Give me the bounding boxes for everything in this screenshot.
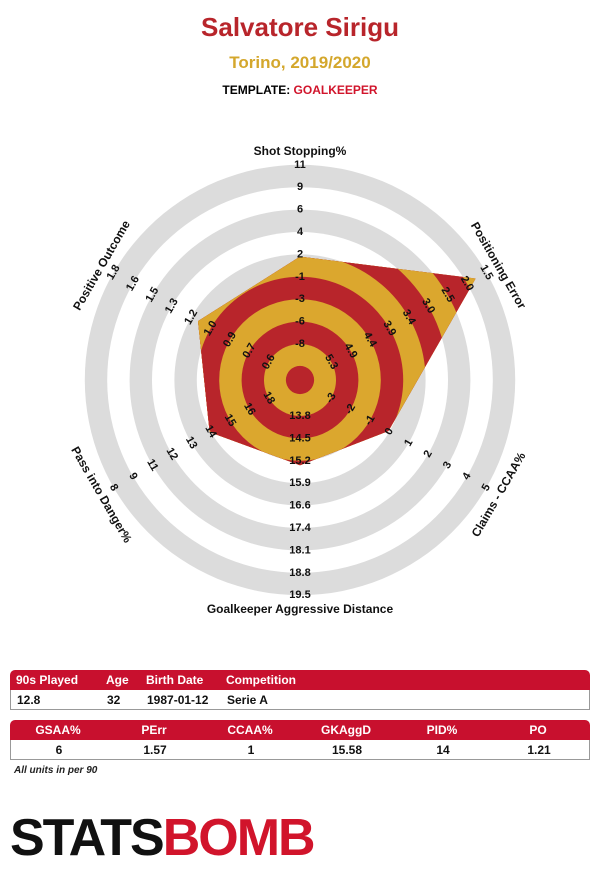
stats-header-ccaa: CCAA% xyxy=(227,723,273,737)
axis-tick-label: 15 xyxy=(222,412,239,429)
axis-tick-label: 16.6 xyxy=(289,500,310,512)
axis-tick-label: 11 xyxy=(294,159,306,171)
profile-table: 90s Played Age Birth Date Competition 12… xyxy=(10,670,590,710)
stats-value-po: 1.21 xyxy=(527,743,551,757)
axis-tick-label: -1 xyxy=(295,271,305,283)
template-value: GOALKEEPER xyxy=(293,83,378,97)
logo-part-stats: STATS xyxy=(10,809,165,867)
profile-value-age: 32 xyxy=(107,693,121,707)
axis-tick-label: 2 xyxy=(297,248,303,260)
stats-table-header: GSAA% PErr CCAA% GKAggD PID% PO xyxy=(10,720,590,740)
axis-tick-label: 3 xyxy=(441,460,454,471)
axis-tick-label: 16 xyxy=(241,401,258,418)
stats-value-pid: 14 xyxy=(436,743,450,757)
stats-value-perr: 1.57 xyxy=(143,743,167,757)
profile-header-age: Age xyxy=(106,673,129,687)
profile-header-competition: Competition xyxy=(226,673,296,687)
stats-header-perr: PErr xyxy=(141,723,167,737)
team-season: Torino, 2019/2020 xyxy=(229,53,371,72)
axis-tick-label: 15.9 xyxy=(289,477,310,489)
profile-table-header: 90s Played Age Birth Date Competition xyxy=(10,670,590,690)
axis-tick-label: 9 xyxy=(126,471,139,482)
axis-tick-label: 11 xyxy=(144,457,160,473)
axis-tick-label: 0 xyxy=(383,426,396,437)
axis-tick-label: 1 xyxy=(402,437,415,448)
logo-part-bomb: BOMB xyxy=(162,809,316,867)
axis-tick-label: 13.8 xyxy=(289,410,310,422)
stats-header-po: PO xyxy=(529,723,547,737)
stats-value-gsaa: 6 xyxy=(55,743,63,757)
player-name: Salvatore Sirigu xyxy=(201,12,399,42)
stats-header-gkaggd: GKAggD xyxy=(321,723,371,737)
profile-header-90s: 90s Played xyxy=(16,673,79,687)
axis-tick-label: 17.4 xyxy=(289,522,311,534)
axis-tick-label: 8 xyxy=(107,482,120,493)
axis-tick-label: 19.5 xyxy=(289,589,310,601)
axis-title: Goalkeeper Aggressive Distance xyxy=(207,602,394,616)
axis-tick-label: 5 xyxy=(480,482,493,493)
stats-value-gkaggd: 15.58 xyxy=(331,743,363,757)
axis-tick-label: -3 xyxy=(295,293,305,305)
statsbomb-logo: STATSBOMB xyxy=(10,808,316,868)
profile-table-row: 12.8 32 1987-01-12 Serie A xyxy=(10,690,590,710)
profile-value-birth-date: 1987-01-12 xyxy=(147,693,209,707)
axis-tick-label: 14.5 xyxy=(289,432,310,444)
template-label: TEMPLATE: xyxy=(222,83,291,97)
profile-header-birth-date: Birth Date xyxy=(146,673,204,687)
axis-tick-label: 18.1 xyxy=(289,544,310,556)
profile-value-competition: Serie A xyxy=(227,693,268,707)
axis-tick-label: 6 xyxy=(297,204,303,216)
axis-tick-label: -6 xyxy=(295,316,305,328)
stats-header-pid: PID% xyxy=(426,723,458,737)
axis-tick-label: 12 xyxy=(164,446,181,463)
axis-tick-label: 9 xyxy=(297,181,303,193)
axis-tick-label: 4 xyxy=(297,226,304,238)
axis-tick-label: 13 xyxy=(183,434,200,451)
profile-value-90s: 12.8 xyxy=(17,693,41,707)
template-line: TEMPLATE: GOALKEEPER xyxy=(0,83,600,97)
polygon-core xyxy=(285,365,315,395)
units-footnote: All units in per 90 xyxy=(14,765,98,776)
stats-header-gsaa: GSAA% xyxy=(35,723,81,737)
axis-tick-label: 2 xyxy=(421,448,434,459)
axis-tick-label: 18 xyxy=(261,390,278,407)
stats-value-ccaa: 1 xyxy=(247,743,255,757)
axis-tick-label: -8 xyxy=(295,338,305,350)
axis-tick-label: 15.2 xyxy=(289,455,310,467)
axis-title: Shot Stopping% xyxy=(254,144,347,158)
stats-table-row: 6 1.57 1 15.58 14 1.21 xyxy=(10,740,590,760)
stats-table: GSAA% PErr CCAA% GKAggD PID% PO 6 1.57 1… xyxy=(10,720,590,760)
axis-tick-label: 18.8 xyxy=(289,567,310,579)
